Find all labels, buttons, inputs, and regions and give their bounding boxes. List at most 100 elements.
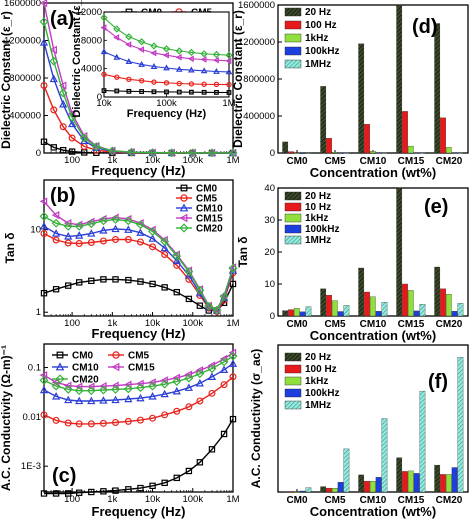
panel-label-c: (c) [52, 465, 76, 487]
y-axis-title-f: A.C. Conductivity (σ_ac) [249, 349, 263, 489]
bar-100khz [375, 311, 382, 317]
inset-series-cm20 [100, 14, 233, 59]
data-point [228, 348, 237, 357]
bar-1khz [445, 294, 452, 317]
bar-100khz [299, 311, 306, 317]
bar-1mhz [419, 390, 426, 493]
legend-swatch [284, 7, 302, 17]
x-tick-label: 10k [145, 318, 161, 329]
data-point [229, 280, 237, 288]
data-point [64, 419, 72, 427]
legend-swatch [284, 202, 302, 212]
bar-20hz [320, 86, 327, 154]
data-point [59, 123, 67, 131]
data-point [99, 396, 108, 404]
data-point [161, 411, 169, 419]
bar-100khz [375, 477, 382, 493]
bar-1mhz [381, 302, 388, 317]
data-point [75, 420, 83, 428]
data-point [39, 211, 49, 221]
data-point [207, 361, 216, 370]
y-tick-label: 1 [36, 307, 41, 318]
x-tick-label: 1M [226, 318, 239, 329]
legend-marker [55, 362, 65, 371]
inset-data-point [125, 33, 133, 41]
series-line [44, 418, 234, 495]
bar-1mhz [457, 357, 464, 493]
legend-label: 100kHz [305, 46, 339, 57]
data-point [88, 277, 95, 285]
x-category-label: CM15 [398, 156, 425, 167]
data-point [195, 285, 205, 295]
bar-20hz [282, 141, 289, 154]
data-point [91, 142, 101, 152]
bar-100khz [337, 482, 344, 493]
y-axis-title-c: A.C. Conductivity (Ω-m)⁻¹ [0, 345, 13, 491]
y-tick-label: 0.01 [23, 412, 42, 423]
data-point [87, 229, 96, 237]
data-point [51, 378, 60, 387]
x-axis-title-e: Concentration (wt%) [310, 328, 436, 343]
data-point [125, 486, 132, 493]
data-point [98, 216, 108, 226]
data-point [123, 216, 133, 226]
data-point [63, 219, 72, 228]
data-point [136, 416, 144, 424]
inset-data-point [150, 42, 158, 50]
inset-data-point [137, 38, 146, 46]
data-point [184, 267, 194, 277]
series-line [43, 215, 234, 312]
bar-1mhz [457, 303, 464, 317]
data-point [40, 411, 48, 419]
x-tick-label: 100 [64, 155, 80, 166]
bar-1khz [445, 474, 452, 493]
bar-100hz [402, 111, 408, 154]
data-point [229, 373, 237, 381]
legend-label: 20 Hz [305, 352, 331, 363]
data-point [39, 197, 48, 206]
bar-1mhz [381, 418, 388, 493]
inset-y-tick-label: 0 [97, 92, 102, 103]
inset-y-tick-label: 8000 [81, 35, 102, 46]
data-point [99, 382, 107, 391]
x-category-label: CM10 [360, 495, 387, 506]
legend-label: 100 Hz [305, 20, 337, 31]
data-point [51, 218, 61, 228]
inset-data-point [162, 45, 171, 53]
inset-data-point [214, 89, 219, 95]
data-point [195, 378, 204, 387]
bar-100hz [326, 138, 332, 154]
data-point [172, 386, 181, 395]
legend-swatch [284, 191, 302, 201]
bar-100khz [337, 311, 344, 317]
inset-data-point [201, 89, 207, 95]
bar-1khz [407, 470, 414, 493]
data-point [87, 396, 96, 405]
data-point [99, 237, 107, 245]
data-point [148, 148, 158, 158]
legend-swatch [284, 388, 302, 398]
data-point [161, 284, 168, 291]
legend-label: 1kHz [305, 213, 328, 224]
inset-series-line [103, 73, 230, 86]
bar-1khz [293, 152, 300, 154]
data-point [52, 416, 60, 424]
data-point [136, 238, 144, 246]
bar-1mhz [457, 152, 464, 154]
data-point [39, 385, 49, 394]
inset-data-point [200, 50, 208, 58]
data-point [111, 224, 120, 233]
data-point [87, 238, 95, 246]
inset-data-point [150, 49, 157, 57]
y-tick-label: 400000 [9, 111, 41, 122]
y-tick-label: 1E-3 [21, 461, 41, 472]
data-point [40, 138, 48, 145]
data-point [196, 397, 204, 405]
data-point [148, 392, 157, 400]
inset-data-point [225, 68, 233, 75]
bar-10hz [402, 283, 408, 317]
bar-100hz [288, 491, 294, 493]
legend-marker [55, 374, 65, 384]
data-point [172, 256, 181, 264]
inset-data-point [175, 65, 183, 72]
